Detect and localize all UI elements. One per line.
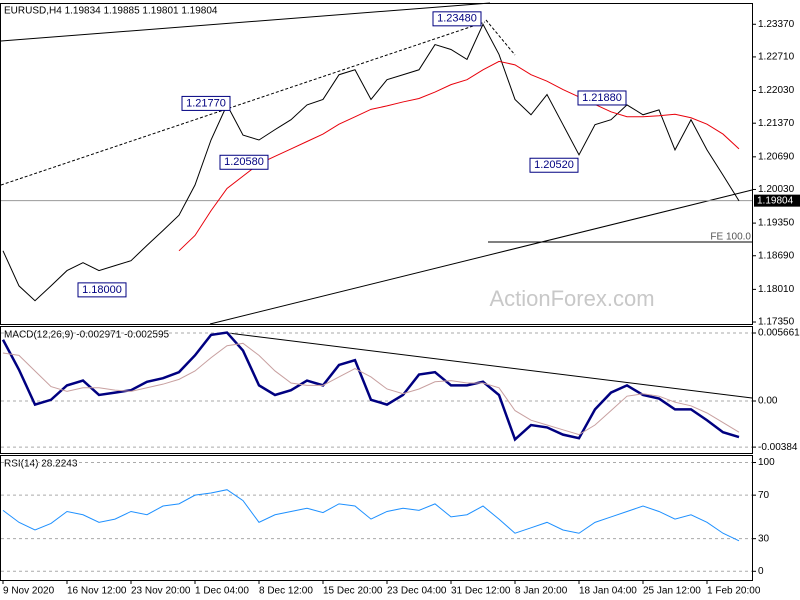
series-line xyxy=(2,489,740,542)
price-panel xyxy=(0,3,753,325)
x-tick-label: 23 Nov 20:00 xyxy=(131,586,191,597)
x-tick-label: 18 Jan 04:00 xyxy=(579,586,637,597)
last-price-box xyxy=(754,194,800,207)
y-tick-label: 1.20030 xyxy=(758,184,795,195)
rsi-title: RSI(14) 28.2243 xyxy=(4,459,78,470)
channel-line-dotted xyxy=(0,21,486,186)
x-tick-label: 23 Dec 04:00 xyxy=(387,586,447,597)
y-tick-label: 1.18690 xyxy=(758,250,795,261)
y-tick-label: 0 xyxy=(758,566,764,577)
macd-trend-line xyxy=(227,332,753,399)
y-tick-label: 0.00 xyxy=(758,396,778,407)
y-tick-label: 1.17350 xyxy=(758,317,795,328)
x-tick-label: 15 Dec 20:00 xyxy=(323,586,383,597)
series-line xyxy=(2,23,740,302)
level-label: 1.21880 xyxy=(582,92,622,104)
macd-title: MACD(12,26,9) -0.002971 -0.002595 xyxy=(4,330,170,341)
level-box xyxy=(529,157,579,173)
level-box xyxy=(577,90,627,106)
trend-line xyxy=(209,189,753,325)
macd-panel xyxy=(0,326,753,454)
level-label: 1.21770 xyxy=(186,97,226,109)
x-tick-label: 1 Feb 20:00 xyxy=(707,586,761,597)
y-tick-label: 1.19350 xyxy=(758,218,795,229)
rsi-panel xyxy=(0,455,753,581)
y-tick-label: 1.22030 xyxy=(758,85,795,96)
watermark: ActionForex.com xyxy=(489,286,654,311)
level-box xyxy=(77,282,127,298)
x-tick-label: 16 Nov 12:00 xyxy=(67,586,127,597)
y-tick-label: 100 xyxy=(758,457,775,468)
x-tick-label: 9 Nov 2020 xyxy=(3,586,55,597)
chart-title: EURUSD,H4 1.19834 1.19885 1.19801 1.1980… xyxy=(4,6,218,17)
series-line xyxy=(178,60,740,252)
last-price-label: 1.19804 xyxy=(757,195,794,206)
y-tick-label: 1.18010 xyxy=(758,284,795,295)
level-box xyxy=(181,95,231,111)
level-box xyxy=(219,154,269,170)
y-tick-label: 0.005661 xyxy=(758,328,800,339)
y-tick-label: 1.21370 xyxy=(758,118,795,129)
level-box xyxy=(432,11,482,27)
y-tick-label: 70 xyxy=(758,490,770,501)
x-tick-label: 8 Jan 20:00 xyxy=(515,586,568,597)
y-tick-label: 30 xyxy=(758,533,770,544)
series-line xyxy=(2,342,740,436)
level-label: 1.20520 xyxy=(534,159,574,171)
channel-line xyxy=(0,2,491,42)
level-label: 1.23480 xyxy=(437,13,477,25)
x-tick-label: 1 Dec 04:00 xyxy=(195,586,249,597)
y-tick-label: 1.20690 xyxy=(758,151,795,162)
y-tick-label: -0.00384 xyxy=(758,442,798,453)
x-tick-label: 25 Jan 12:00 xyxy=(643,586,701,597)
fib-line xyxy=(485,19,516,56)
x-tick-label: 31 Dec 12:00 xyxy=(451,586,511,597)
level-label: 1.20580 xyxy=(224,156,264,168)
fe-label: FE 100.0 xyxy=(710,232,751,243)
y-tick-label: 1.22710 xyxy=(758,52,795,63)
x-tick-label: 8 Dec 12:00 xyxy=(259,586,313,597)
y-tick-label: 1.23370 xyxy=(758,19,795,30)
level-label: 1.18000 xyxy=(82,284,122,296)
